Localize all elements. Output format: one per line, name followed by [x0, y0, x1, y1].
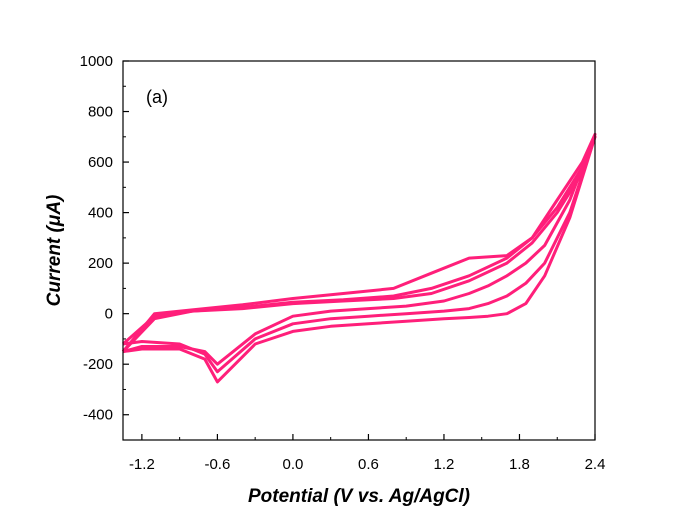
x-tick-label: 1.2	[434, 456, 455, 473]
x-axis-title: Potential (V vs. Ag/AgCl)	[248, 486, 470, 507]
y-tick-label: -200	[83, 356, 113, 373]
x-axis: -1.2 -0.6 0.0 0.6 1.2 1.8 2.4	[129, 434, 605, 473]
x-tick-label: -1.2	[129, 456, 155, 473]
series-line-3	[121, 132, 597, 366]
x-tick-label: 2.4	[585, 456, 606, 473]
y-tick-label: 400	[88, 205, 113, 222]
y-tick-label: 800	[88, 104, 113, 121]
y-axis-title: Current (μA)	[44, 195, 65, 307]
x-tick-label: 0.0	[282, 456, 303, 473]
y-tick-label: 200	[88, 255, 113, 272]
series-line-1	[121, 135, 597, 384]
plot-lines	[121, 132, 597, 384]
x-tick-label: 1.8	[509, 456, 530, 473]
series-line-2	[122, 135, 597, 374]
x-tick-label: 0.6	[358, 456, 379, 473]
y-axis: -400 -200 0 200 400 600 800 1000	[80, 53, 129, 441]
panel-label: (a)	[146, 87, 168, 107]
plot-frame	[122, 60, 596, 441]
x-tick-label: -0.6	[204, 456, 230, 473]
y-tick-label: 1000	[80, 53, 113, 70]
y-tick-label: 600	[88, 154, 113, 171]
y-tick-label: 0	[105, 306, 113, 323]
y-tick-label: -400	[83, 407, 113, 424]
